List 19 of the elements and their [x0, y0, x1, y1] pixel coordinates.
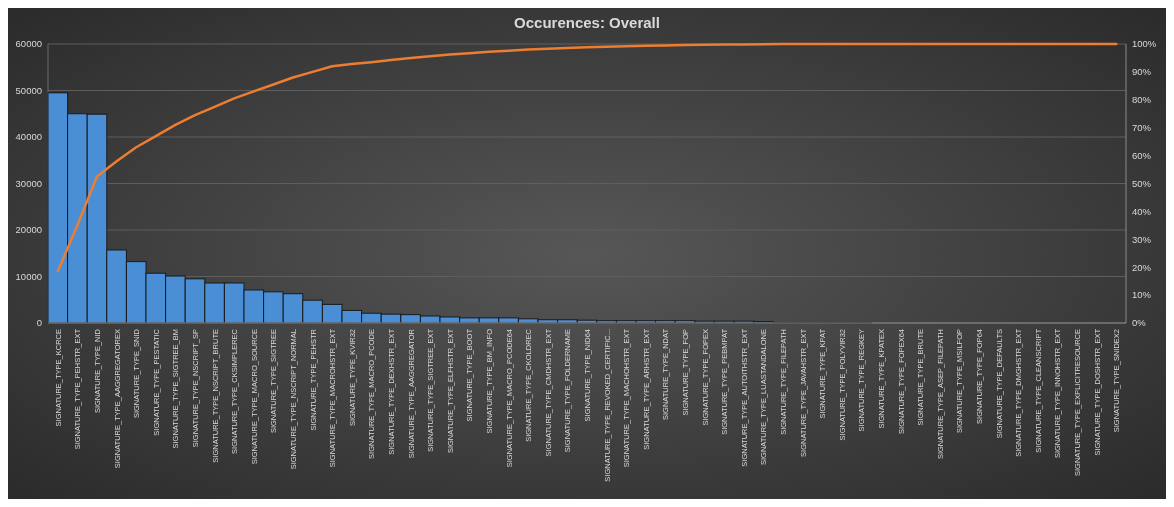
y2-tick-label: 100% [1132, 38, 1157, 50]
y-tick-label: 30000 [15, 177, 42, 189]
y-tick-label: 10000 [15, 270, 42, 282]
y-tick-label: 40000 [15, 131, 42, 143]
y-tick-label: 60000 [15, 38, 42, 50]
y2-tick-label: 50% [1132, 177, 1152, 189]
y2-tick-label: 0% [1132, 317, 1147, 329]
chart-title: Occurences: Overall [514, 14, 660, 31]
y2-tick-label: 80% [1132, 94, 1152, 106]
y2-tick-label: 40% [1132, 205, 1152, 217]
y2-tick-label: 70% [1132, 122, 1152, 134]
y-tick-label: 20000 [15, 224, 42, 236]
y2-tick-label: 30% [1132, 233, 1152, 245]
y-tick-label: 50000 [15, 84, 42, 96]
y2-tick-label: 10% [1132, 289, 1152, 301]
y2-tick-label: 20% [1132, 261, 1152, 273]
y2-tick-label: 90% [1132, 66, 1152, 78]
y-tick-label: 0 [36, 317, 42, 329]
y2-tick-label: 60% [1132, 149, 1152, 161]
